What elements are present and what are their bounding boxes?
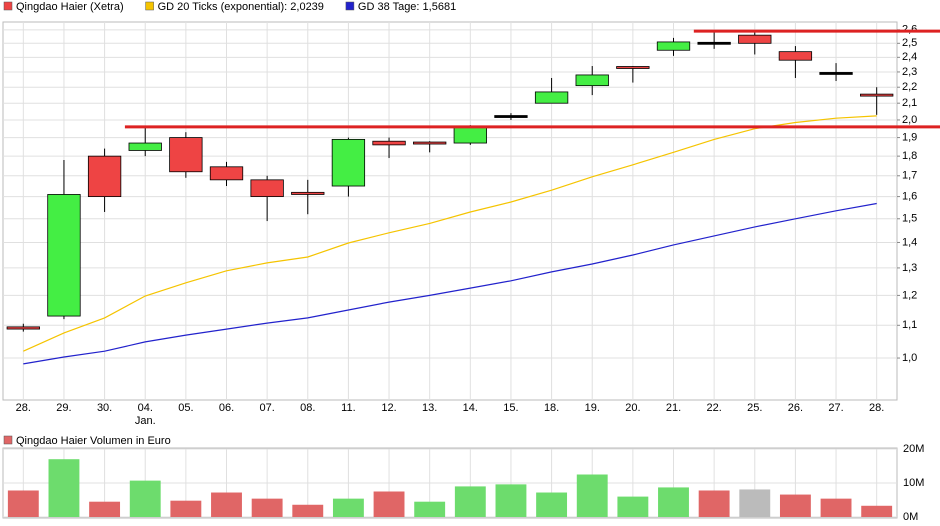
volume-bar xyxy=(454,486,486,517)
x-tick-label: 08. xyxy=(300,402,315,414)
x-tick-label: 28. xyxy=(16,402,31,414)
x-tick-label: 06. xyxy=(219,402,234,414)
moving-average-line xyxy=(23,115,877,352)
x-tick-label: 26. xyxy=(788,402,803,414)
x-tick-label: 11. xyxy=(341,402,355,414)
y-tick-label: 1,2 xyxy=(902,289,917,301)
x-tick-label: 20. xyxy=(625,402,640,414)
y-tick-label: 2,0 xyxy=(902,114,917,126)
x-tick-label: 05. xyxy=(178,402,193,414)
y-tick-label: 1,8 xyxy=(902,150,917,162)
legend-label: Qingdao Haier (Xetra) xyxy=(16,1,124,13)
y-tick-label: 2,3 xyxy=(902,66,917,78)
candle-body xyxy=(860,93,894,97)
y-tick-label: 20M xyxy=(903,443,924,455)
candle-body xyxy=(128,142,162,151)
volume-bar xyxy=(779,494,811,517)
y-tick-label: 1,7 xyxy=(902,170,917,182)
x-tick-label: 07. xyxy=(259,402,274,414)
x-tick-label: 27. xyxy=(828,402,843,414)
volume-bar xyxy=(332,498,364,517)
volume-bar xyxy=(373,491,405,517)
legend-swatch xyxy=(345,1,355,11)
candle-body xyxy=(413,141,447,145)
candle-body xyxy=(778,51,813,61)
legend-swatch xyxy=(3,435,13,445)
moving-average-line xyxy=(23,202,877,365)
y-tick-label: 10M xyxy=(903,477,924,489)
legend-swatch xyxy=(145,1,154,11)
legend-label: GD 38 Tage: 1,5681 xyxy=(358,1,456,13)
candle-body xyxy=(494,115,528,118)
x-tick-label: 22. xyxy=(706,402,721,414)
candle-body xyxy=(656,41,691,51)
volume-bar xyxy=(576,474,608,517)
y-tick-label: 0M xyxy=(903,511,918,523)
volume-bar xyxy=(129,480,161,517)
y-tick-label: 2,2 xyxy=(902,81,917,93)
x-tick-label: 30. xyxy=(97,402,112,414)
candle-body xyxy=(291,191,325,195)
volume-bar xyxy=(7,490,39,517)
volume-bar xyxy=(658,487,689,517)
x-tick-label: 25. xyxy=(747,402,762,414)
x-tick-label: 13. xyxy=(422,402,437,414)
plot-area xyxy=(2,21,898,401)
candle-body xyxy=(819,72,853,75)
candle-body xyxy=(47,194,81,317)
candle-body xyxy=(6,326,40,330)
candle-body xyxy=(250,179,284,197)
candle-body xyxy=(87,155,122,197)
volume-bar xyxy=(739,489,771,517)
x-tick-label: 14. xyxy=(463,402,478,414)
volume-title: Qingdao Haier Volumen in Euro xyxy=(16,435,171,447)
candle-body xyxy=(575,74,609,87)
y-tick-label: 2,5 xyxy=(902,37,917,49)
candle-body xyxy=(616,66,650,69)
y-tick-label: 2,4 xyxy=(902,51,917,63)
volume-bar xyxy=(820,498,852,517)
y-tick-label: 1,5 xyxy=(902,213,917,225)
x-tick-label: 21. xyxy=(666,402,681,414)
x-tick-label: 15. xyxy=(503,402,518,414)
candle-body xyxy=(331,138,366,187)
y-tick-label: 1,4 xyxy=(902,236,917,248)
volume-bar xyxy=(698,490,730,517)
legend-swatch xyxy=(3,1,13,11)
y-tick-label: 2,1 xyxy=(902,97,917,109)
volume-bar xyxy=(89,501,121,517)
x-tick-label: 29. xyxy=(56,402,71,414)
volume-bar xyxy=(861,505,893,517)
y-tick-label: 1,9 xyxy=(902,131,917,143)
y-tick-label: 1,3 xyxy=(902,262,917,274)
candle-body xyxy=(738,34,772,44)
y-tick-label: 1,0 xyxy=(902,352,917,364)
candle-body xyxy=(209,166,244,181)
x-tick-label: 18. xyxy=(544,402,559,414)
x-tick-label: 12. xyxy=(381,402,396,414)
volume-bar xyxy=(495,484,527,517)
volume-bar xyxy=(48,459,80,517)
x-tick-label: 28. xyxy=(869,402,884,414)
volume-bar xyxy=(251,498,283,517)
volume-bar xyxy=(211,492,242,517)
volume-bar xyxy=(536,492,568,517)
candle-body xyxy=(697,41,731,45)
volume-bar xyxy=(170,500,202,517)
candle-body xyxy=(169,137,203,173)
y-tick-label: 1,1 xyxy=(902,319,917,331)
legend-label: GD 20 Ticks (exponential): 2,0239 xyxy=(158,1,324,13)
volume-bar xyxy=(617,496,649,517)
candle-body xyxy=(534,91,569,104)
candle-body xyxy=(453,126,487,144)
volume-bar xyxy=(292,504,324,517)
x-tick-label: 04. xyxy=(138,402,153,414)
x-month-label: Jan. xyxy=(135,415,156,427)
x-tick-label: 19. xyxy=(585,402,600,414)
volume-bar xyxy=(414,501,446,517)
candle-body xyxy=(372,140,406,146)
y-tick-label: 1,6 xyxy=(902,191,917,203)
